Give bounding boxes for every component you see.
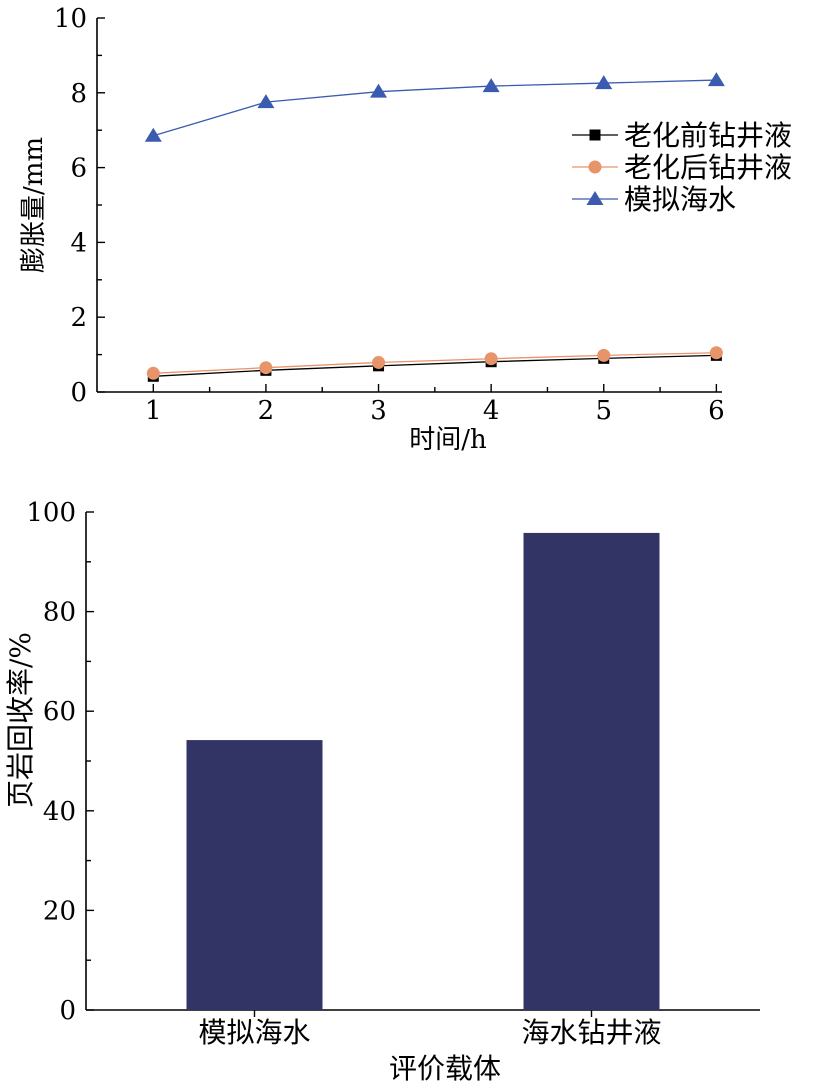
line-chart-data-point (259, 361, 273, 375)
bar-chart-category-label: 模拟海水 (198, 1016, 310, 1049)
bar-chart-bars (186, 532, 660, 1010)
bar-chart-y-tick-label: 100 (26, 498, 76, 528)
legend-entry-label: 老化后钻井液 (624, 151, 792, 184)
line-chart-y-ticks: 0 2 4 6 8 10 (54, 4, 105, 408)
line-chart-data-point (707, 72, 725, 87)
bar-chart-bar (186, 740, 323, 1010)
line-chart-y-tick-label: 2 (70, 303, 87, 333)
line-chart-x-axis-title: 时间/h (409, 425, 487, 455)
line-chart-x-tick-label: 4 (483, 396, 500, 426)
line-chart-x-tick-label: 2 (258, 396, 275, 426)
bar-chart-y-ticks: 0 20 40 60 80 100 (26, 498, 94, 1026)
bar-chart-category-label: 海水钻井液 (521, 1016, 661, 1049)
bar-chart-y-axis-title: 页岩回收率/% (4, 632, 37, 808)
bar-chart-x-axis-title: 评价载体 (389, 1052, 501, 1084)
line-chart-y-tick-label: 10 (54, 4, 87, 34)
line-chart-series-line (153, 354, 717, 377)
legend-marker (586, 191, 604, 205)
line-chart-data-point (482, 78, 500, 93)
bar-chart-y-tick-label: 60 (43, 697, 76, 727)
line-chart-x-tick-label: 6 (708, 396, 725, 426)
line-chart-data-point (595, 75, 613, 90)
bar-chart-y-tick-label: 0 (59, 996, 76, 1026)
line-chart-y-tick-label: 6 (70, 154, 87, 184)
line-chart-y-tick-label: 8 (70, 79, 87, 109)
bar-chart-y-tick-label: 20 (43, 896, 76, 926)
bar-chart-y-tick-label: 40 (43, 797, 76, 827)
line-chart-data-point (597, 348, 611, 362)
shale-recovery-bar-chart: 0 20 40 60 80 100 模拟海水 海水钻井液 评价载体 页岩回收率/% (4, 498, 760, 1084)
line-chart-series (144, 72, 725, 382)
line-chart-series-line (153, 352, 717, 374)
line-chart-series-line (153, 79, 717, 137)
line-chart-x-tick-label: 3 (370, 396, 387, 426)
line-chart-x-tick-label: 5 (595, 396, 612, 426)
bar-chart-category-labels: 模拟海水 海水钻井液 (198, 1010, 662, 1049)
line-chart-x-tick-label: 1 (145, 396, 162, 426)
bar-chart-bar (523, 532, 660, 1010)
legend-entry-label: 模拟海水 (624, 183, 736, 216)
line-chart-data-point (146, 366, 160, 380)
line-chart-data-point (484, 352, 498, 366)
line-chart-x-ticks: 1 2 3 4 5 6 (145, 384, 725, 426)
line-chart-data-point (709, 346, 723, 360)
legend-marker (588, 160, 602, 174)
line-chart-y-axis-title: 膨胀量/mm (19, 137, 49, 273)
line-chart-y-tick-label: 4 (70, 228, 87, 258)
bar-chart-y-tick-label: 80 (43, 598, 76, 628)
line-chart-data-point (257, 94, 275, 109)
legend-entry-label: 老化前钻井液 (624, 119, 792, 152)
line-chart-y-tick-label: 0 (70, 378, 87, 408)
line-chart-data-point (370, 83, 388, 98)
line-chart-data-point (144, 127, 162, 142)
line-chart-data-point (372, 355, 386, 369)
legend-marker (589, 129, 601, 141)
